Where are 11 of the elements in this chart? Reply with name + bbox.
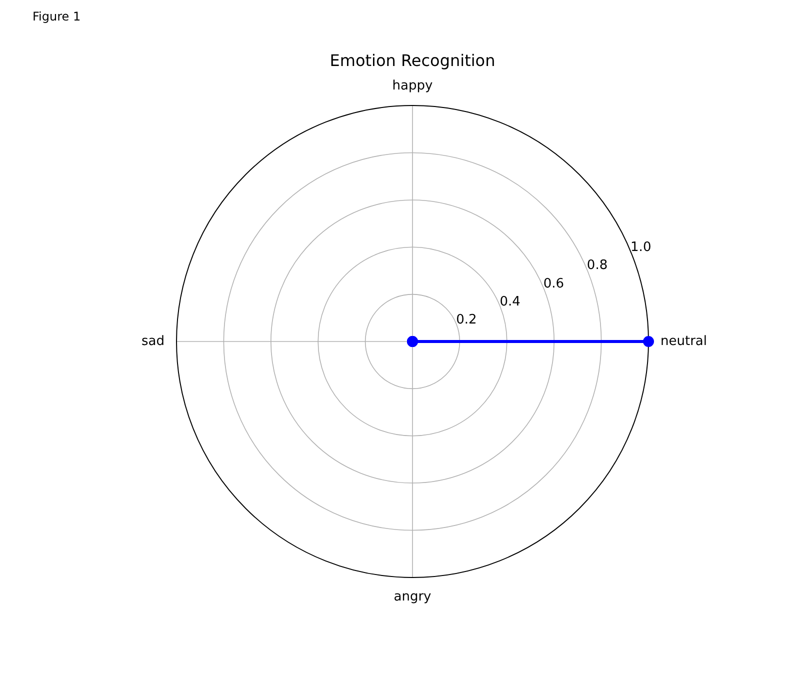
y-tick-label: 0.2 [456,312,477,328]
spoke-label: sad [142,334,165,349]
spoke-label: neutral [660,334,707,349]
spoke-label: happy [392,78,434,94]
caption: Figure 1 [32,10,81,24]
spoke-label: angry [394,590,432,604]
y-tick-label: 0.6 [543,276,564,292]
y-tick-label: 0.8 [586,258,608,274]
chart-title: Emotion Recognition [330,51,496,70]
y-tick-label: 1.0 [630,240,652,256]
y-tick-label: 0.4 [500,294,520,310]
